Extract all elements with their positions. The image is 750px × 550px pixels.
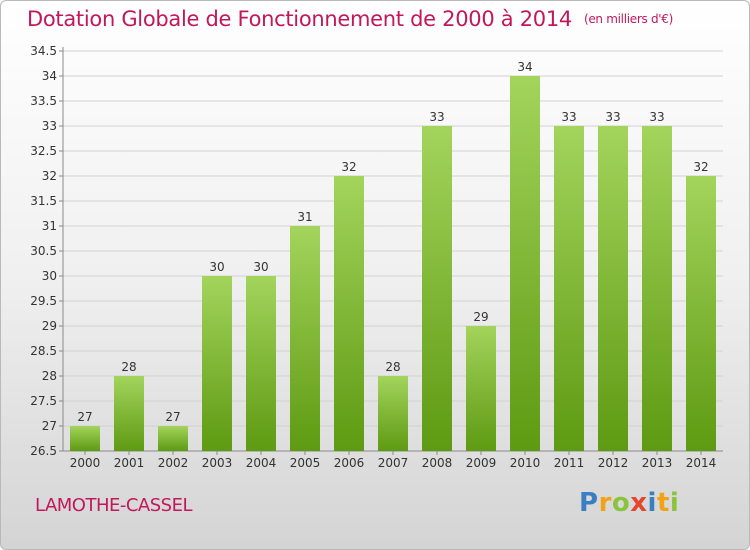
x-tick-label: 2013 <box>642 456 673 470</box>
y-tick-label: 28.5 <box>30 344 57 358</box>
logo-letter: t <box>656 488 670 518</box>
unit-label: (en milliers d'€) <box>583 12 673 26</box>
proxiti-logo: Proxiti <box>579 488 679 518</box>
value-label: 28 <box>385 360 400 374</box>
bar-2005 <box>290 226 320 451</box>
commune-name: LAMOTHE-CASSEL <box>35 495 193 516</box>
value-label: 33 <box>561 110 576 124</box>
value-label: 33 <box>605 110 620 124</box>
y-tick-label: 32.5 <box>30 144 57 158</box>
x-tick-label: 2012 <box>598 456 629 470</box>
bar-2004 <box>246 276 276 451</box>
x-tick-label: 2005 <box>290 456 321 470</box>
y-tick-label: 34.5 <box>30 44 57 58</box>
bar-2003 <box>202 276 232 451</box>
value-label: 28 <box>121 360 136 374</box>
y-tick-label: 32 <box>42 169 57 183</box>
bar-2007 <box>378 376 408 451</box>
x-tick-label: 2001 <box>114 456 145 470</box>
x-tick-label: 2006 <box>334 456 365 470</box>
x-tick-label: 2000 <box>70 456 101 470</box>
y-tick-label: 33.5 <box>30 94 57 108</box>
bar-2009 <box>466 326 496 451</box>
bar-2013 <box>642 126 672 451</box>
y-tick-label: 31.5 <box>30 194 57 208</box>
y-tick-label: 33 <box>42 119 57 133</box>
value-label: 27 <box>77 410 92 424</box>
value-label: 32 <box>693 160 708 174</box>
value-label: 33 <box>429 110 444 124</box>
x-tick-label: 2003 <box>202 456 233 470</box>
value-label: 27 <box>165 410 180 424</box>
y-tick-label: 28 <box>42 369 57 383</box>
value-label: 31 <box>297 210 312 224</box>
x-tick-label: 2011 <box>554 456 585 470</box>
logo-letter: r <box>598 488 612 518</box>
logo-letter: P <box>579 488 599 518</box>
bar-2012 <box>598 126 628 451</box>
x-tick-label: 2014 <box>686 456 717 470</box>
chart-title-text: Dotation Globale de Fonctionnement de 20… <box>27 7 572 31</box>
y-tick-label: 27.5 <box>30 394 57 408</box>
logo-letter: i <box>647 488 657 518</box>
y-tick-label: 31 <box>42 219 57 233</box>
x-tick-label: 2002 <box>158 456 189 470</box>
bar-2001 <box>114 376 144 451</box>
y-tick-label: 34 <box>42 69 57 83</box>
bar-2010 <box>510 76 540 451</box>
y-tick-label: 26.5 <box>30 444 57 458</box>
x-tick-label: 2007 <box>378 456 409 470</box>
value-label: 30 <box>253 260 268 274</box>
value-label: 33 <box>649 110 664 124</box>
x-tick-label: 2009 <box>466 456 497 470</box>
value-label: 30 <box>209 260 224 274</box>
chart-title: Dotation Globale de Fonctionnement de 20… <box>27 7 673 31</box>
bar-2008 <box>422 126 452 451</box>
x-tick-label: 2008 <box>422 456 453 470</box>
y-tick-label: 29.5 <box>30 294 57 308</box>
value-label: 29 <box>473 310 488 324</box>
logo-letter: i <box>669 488 680 518</box>
x-tick-label: 2010 <box>510 456 541 470</box>
y-tick-label: 27 <box>42 419 57 433</box>
y-tick-label: 29 <box>42 319 57 333</box>
y-tick-label: 30.5 <box>30 244 57 258</box>
logo-letter: x <box>630 488 648 518</box>
bar-2000 <box>70 426 100 451</box>
bar-2006 <box>334 176 364 451</box>
bar-2014 <box>686 176 716 451</box>
bar-2011 <box>554 126 584 451</box>
value-label: 32 <box>341 160 356 174</box>
bar-2002 <box>158 426 188 451</box>
y-tick-label: 30 <box>42 269 57 283</box>
value-label: 34 <box>517 60 532 74</box>
logo-letter: o <box>611 488 631 518</box>
x-tick-label: 2004 <box>246 456 277 470</box>
